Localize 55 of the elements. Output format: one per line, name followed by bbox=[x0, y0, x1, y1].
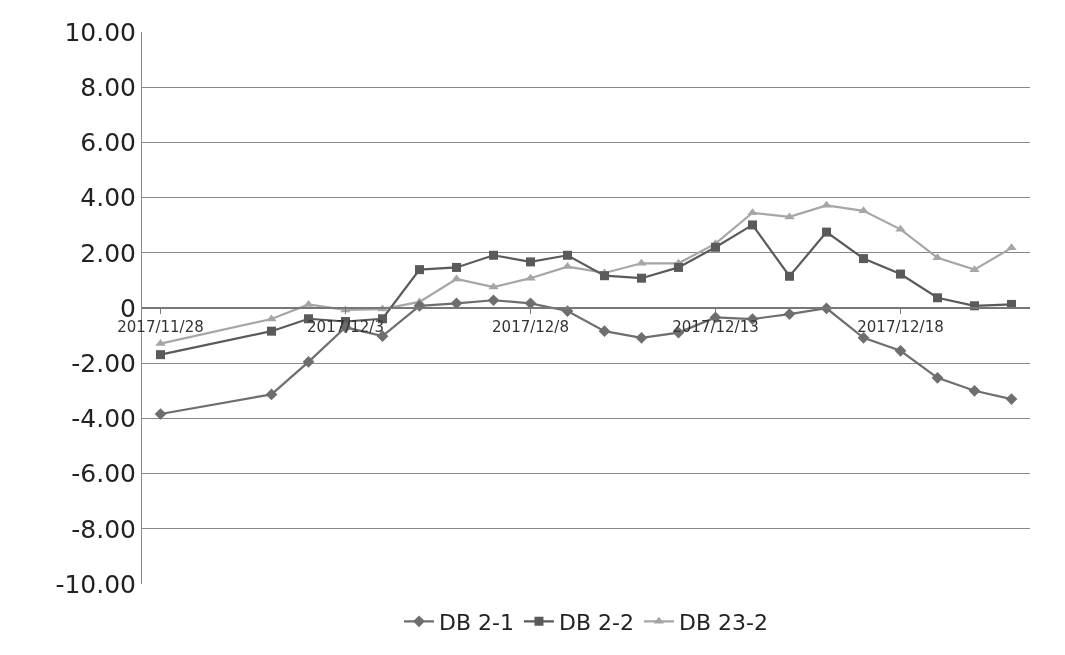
point bbox=[635, 331, 648, 344]
point bbox=[783, 308, 796, 320]
y-tick-label: 2.00 bbox=[80, 238, 136, 268]
legend-label: DB 2-1 bbox=[439, 609, 514, 635]
point bbox=[265, 388, 278, 401]
point bbox=[267, 326, 276, 336]
point bbox=[821, 200, 832, 208]
point bbox=[931, 371, 944, 384]
point bbox=[785, 271, 794, 281]
point bbox=[822, 227, 831, 237]
point bbox=[896, 269, 905, 279]
point bbox=[637, 273, 646, 283]
point bbox=[487, 294, 500, 307]
point bbox=[784, 212, 795, 220]
point bbox=[266, 314, 277, 322]
point bbox=[563, 250, 572, 260]
point bbox=[636, 258, 647, 266]
point bbox=[711, 242, 720, 252]
point bbox=[1006, 243, 1017, 251]
point bbox=[489, 250, 498, 260]
y-tick-label: -10.00 bbox=[55, 569, 136, 599]
point bbox=[968, 384, 981, 397]
y-tick-label: -2.00 bbox=[71, 348, 136, 378]
x-tick-label: 2017/12/18 bbox=[857, 317, 944, 336]
point bbox=[858, 206, 869, 214]
x-tick-label: 2017/12/8 bbox=[492, 317, 569, 336]
point bbox=[674, 262, 683, 272]
point bbox=[451, 274, 462, 282]
y-tick-label: -4.00 bbox=[71, 404, 136, 434]
point bbox=[600, 271, 609, 281]
point bbox=[452, 262, 461, 272]
point bbox=[747, 208, 758, 216]
point bbox=[156, 350, 165, 360]
y-tick-label: 8.00 bbox=[80, 72, 136, 102]
point bbox=[488, 282, 499, 290]
point bbox=[526, 257, 535, 267]
point bbox=[748, 220, 757, 230]
point bbox=[450, 297, 463, 310]
point bbox=[1005, 393, 1018, 405]
point bbox=[895, 224, 906, 232]
point bbox=[933, 293, 942, 303]
y-tick-label: 10.00 bbox=[64, 17, 136, 47]
point bbox=[415, 265, 424, 275]
point bbox=[598, 325, 611, 338]
y-tick-label: 4.00 bbox=[80, 183, 136, 213]
y-tick-label: 6.00 bbox=[80, 128, 136, 158]
point bbox=[894, 344, 907, 357]
point bbox=[154, 408, 167, 420]
point bbox=[303, 299, 314, 307]
point bbox=[859, 254, 868, 264]
legend-label: DB 23-2 bbox=[678, 609, 768, 635]
y-tick-label: -8.00 bbox=[71, 514, 136, 544]
legend-label: DB 2-2 bbox=[558, 609, 634, 635]
point bbox=[302, 355, 315, 368]
y-tick-label: -6.00 bbox=[71, 459, 136, 489]
